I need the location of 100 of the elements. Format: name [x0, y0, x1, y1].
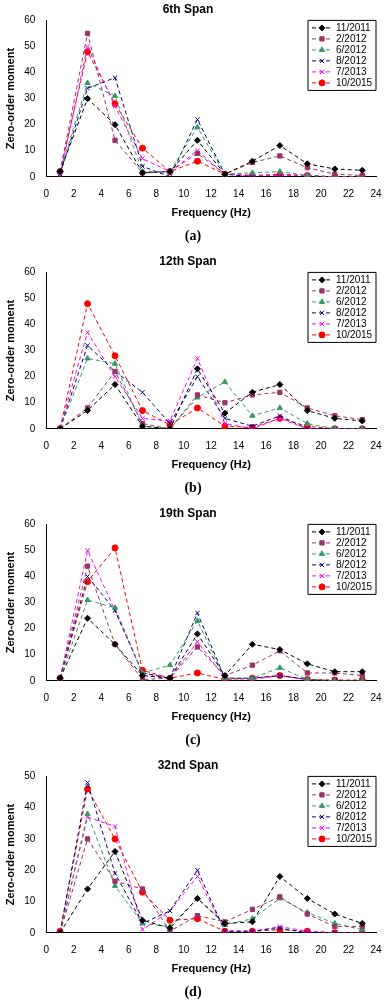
x-tick-label: 20 — [315, 691, 328, 703]
x-tick-label: 18 — [288, 943, 300, 955]
legend-label: 7/2013 — [336, 65, 368, 77]
y-axis-title: Zero-order moment — [3, 47, 16, 150]
x-tick-label: 6 — [125, 187, 132, 199]
legend-label: 10/2015 — [336, 832, 373, 844]
x-tick-label: 8 — [153, 943, 160, 955]
x-tick-label: 12 — [205, 943, 218, 955]
legend-label: 11/2011 — [336, 777, 372, 789]
y-tick-label: 60 — [24, 266, 36, 278]
x-tick-label: 12 — [205, 187, 218, 199]
legend-label: 7/2013 — [336, 317, 368, 329]
chart-title: 19th Span — [159, 505, 217, 520]
y-tick-label: 10 — [24, 396, 36, 408]
x-tick-label: 6 — [125, 691, 132, 703]
text: (a) — [183, 227, 203, 245]
x-tick-label: 0 — [43, 439, 50, 451]
x-tick-label: 10 — [178, 691, 190, 703]
x-tick-label: 12 — [205, 691, 218, 703]
legend-label: 7/2013 — [336, 821, 368, 833]
legend-label: 2/2012 — [336, 788, 368, 800]
legend-label: 6/2012 — [336, 799, 368, 811]
x-tick-label: 14 — [233, 187, 245, 199]
x-tick-label: 18 — [288, 691, 300, 703]
x-axis-title: Frequency (Hz) — [171, 206, 252, 219]
x-tick-label: 8 — [153, 691, 160, 703]
x-tick-label: 0 — [43, 691, 50, 703]
y-tick-label: 10 — [24, 144, 36, 156]
legend-label: 6/2012 — [336, 547, 368, 559]
chart-title: 12th Span — [159, 253, 217, 268]
y-tick-label: 30 — [24, 344, 36, 356]
x-axis-title: Frequency (Hz) — [171, 710, 252, 723]
x-tick-label: 14 — [233, 943, 245, 955]
y-axis-title: Zero-order moment — [3, 551, 16, 654]
chart-title: 32nd Span — [157, 757, 219, 772]
x-tick-label: 4 — [98, 439, 105, 451]
x-tick-label: 2 — [71, 439, 78, 451]
legend-label: 10/2015 — [336, 328, 373, 340]
x-tick-label: 6 — [125, 439, 132, 451]
y-tick-label: 20 — [24, 622, 36, 634]
y-tick-label: 60 — [24, 14, 36, 26]
y-tick-label: 50 — [24, 292, 36, 304]
y-tick-label: 40 — [24, 66, 36, 78]
x-tick-label: 24 — [370, 943, 382, 955]
y-tick-label: 20 — [24, 863, 36, 875]
x-tick-label: 2 — [71, 691, 78, 703]
y-tick-label: 40 — [24, 318, 36, 330]
x-tick-label: 16 — [260, 943, 273, 955]
x-axis-title: Frequency (Hz) — [171, 458, 252, 471]
legend-label: 11/2011 — [336, 273, 372, 285]
legend-label: 8/2012 — [336, 558, 368, 570]
text: (c) — [184, 731, 202, 749]
x-tick-label: 6 — [125, 943, 132, 955]
y-tick-label: 20 — [24, 118, 36, 130]
x-tick-label: 16 — [260, 187, 273, 199]
legend-label: 8/2012 — [336, 810, 368, 822]
y-tick-label: 0 — [29, 926, 36, 938]
legend-label: 7/2013 — [336, 569, 368, 581]
x-tick-label: 16 — [260, 691, 273, 703]
x-tick-label: 24 — [370, 439, 382, 451]
x-tick-label: 20 — [315, 439, 328, 451]
y-tick-label: 0 — [29, 170, 36, 182]
x-tick-label: 22 — [342, 439, 355, 451]
x-tick-label: 24 — [370, 187, 382, 199]
y-tick-label: 10 — [24, 895, 36, 907]
x-tick-label: 20 — [315, 187, 328, 199]
x-tick-label: 20 — [315, 943, 328, 955]
y-tick-label: 0 — [29, 674, 36, 686]
legend-label: 2/2012 — [336, 536, 368, 548]
y-tick-label: 10 — [24, 648, 36, 660]
x-tick-label: 14 — [233, 691, 245, 703]
x-tick-label: 12 — [205, 439, 218, 451]
x-tick-label: 18 — [288, 187, 300, 199]
x-tick-label: 4 — [98, 691, 105, 703]
y-tick-label: 50 — [24, 544, 36, 556]
y-tick-label: 30 — [24, 596, 36, 608]
x-tick-label: 22 — [342, 187, 355, 199]
text: (b) — [183, 479, 203, 497]
y-axis-title: Zero-order moment — [3, 803, 16, 906]
legend-label: 10/2015 — [336, 580, 373, 592]
legend-label: 8/2012 — [336, 54, 368, 66]
x-axis-title: Frequency (Hz) — [171, 962, 252, 975]
y-tick-label: 40 — [24, 801, 36, 813]
x-tick-label: 4 — [98, 187, 105, 199]
legend-label: 11/2011 — [336, 525, 372, 537]
y-tick-label: 50 — [24, 770, 36, 782]
y-tick-label: 20 — [24, 370, 36, 382]
legend-label: 6/2012 — [336, 295, 368, 307]
x-tick-label: 16 — [260, 439, 273, 451]
x-tick-label: 10 — [178, 943, 190, 955]
x-tick-label: 8 — [153, 439, 160, 451]
text: (d) — [183, 983, 203, 1001]
x-tick-label: 4 — [98, 943, 105, 955]
x-tick-label: 2 — [71, 943, 78, 955]
y-tick-label: 30 — [24, 832, 36, 844]
y-tick-label: 0 — [29, 422, 36, 434]
legend-label: 2/2012 — [336, 32, 368, 44]
legend-label: 8/2012 — [336, 306, 368, 318]
x-tick-label: 18 — [288, 439, 300, 451]
x-tick-label: 0 — [43, 187, 50, 199]
